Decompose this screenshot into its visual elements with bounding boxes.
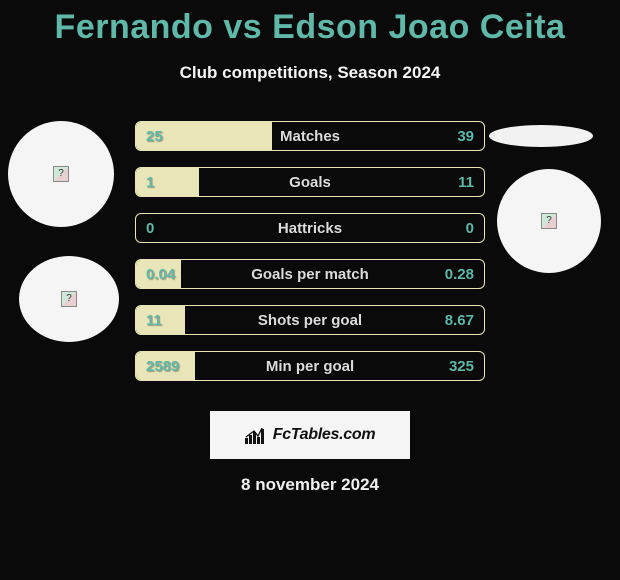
decoration-ellipse: [489, 125, 593, 147]
stat-row: 00Hattricks: [135, 213, 485, 243]
player-photo-left-1: [8, 121, 114, 227]
comparison-bars: 2539Matches 111Goals 00Hattricks 0.040.28Go…: [135, 121, 485, 397]
stat-row: 0.040.28Goals per match: [135, 259, 485, 289]
branding-badge: FcTables.com: [210, 411, 410, 459]
player-photo-right: [497, 169, 601, 273]
branding-text: FcTables.com: [273, 426, 376, 444]
stat-label: Goals per match: [136, 260, 484, 288]
bars-logo-icon: [245, 426, 267, 444]
chart-area: 2539Matches 111Goals 00Hattricks 0.040.28Go…: [0, 121, 620, 401]
stat-row: 118.67Shots per goal: [135, 305, 485, 335]
broken-image-icon: [541, 213, 557, 229]
page-title: Fernando vs Edson Joao Ceita: [0, 8, 620, 47]
stat-label: Goals: [136, 168, 484, 196]
broken-image-icon: [53, 166, 69, 182]
stat-row: 2539Matches: [135, 121, 485, 151]
stat-row: 2589325Min per goal: [135, 351, 485, 381]
page-subtitle: Club competitions, Season 2024: [0, 63, 620, 83]
stat-label: Hattricks: [136, 214, 484, 242]
stat-label: Min per goal: [136, 352, 484, 380]
stat-label: Matches: [136, 122, 484, 150]
player-photo-left-2: [19, 256, 119, 342]
snapshot-date: 8 november 2024: [0, 475, 620, 495]
broken-image-icon: [61, 291, 77, 307]
stat-row: 111Goals: [135, 167, 485, 197]
stat-label: Shots per goal: [136, 306, 484, 334]
comparison-infographic: Fernando vs Edson Joao Ceita Club compet…: [0, 0, 620, 580]
